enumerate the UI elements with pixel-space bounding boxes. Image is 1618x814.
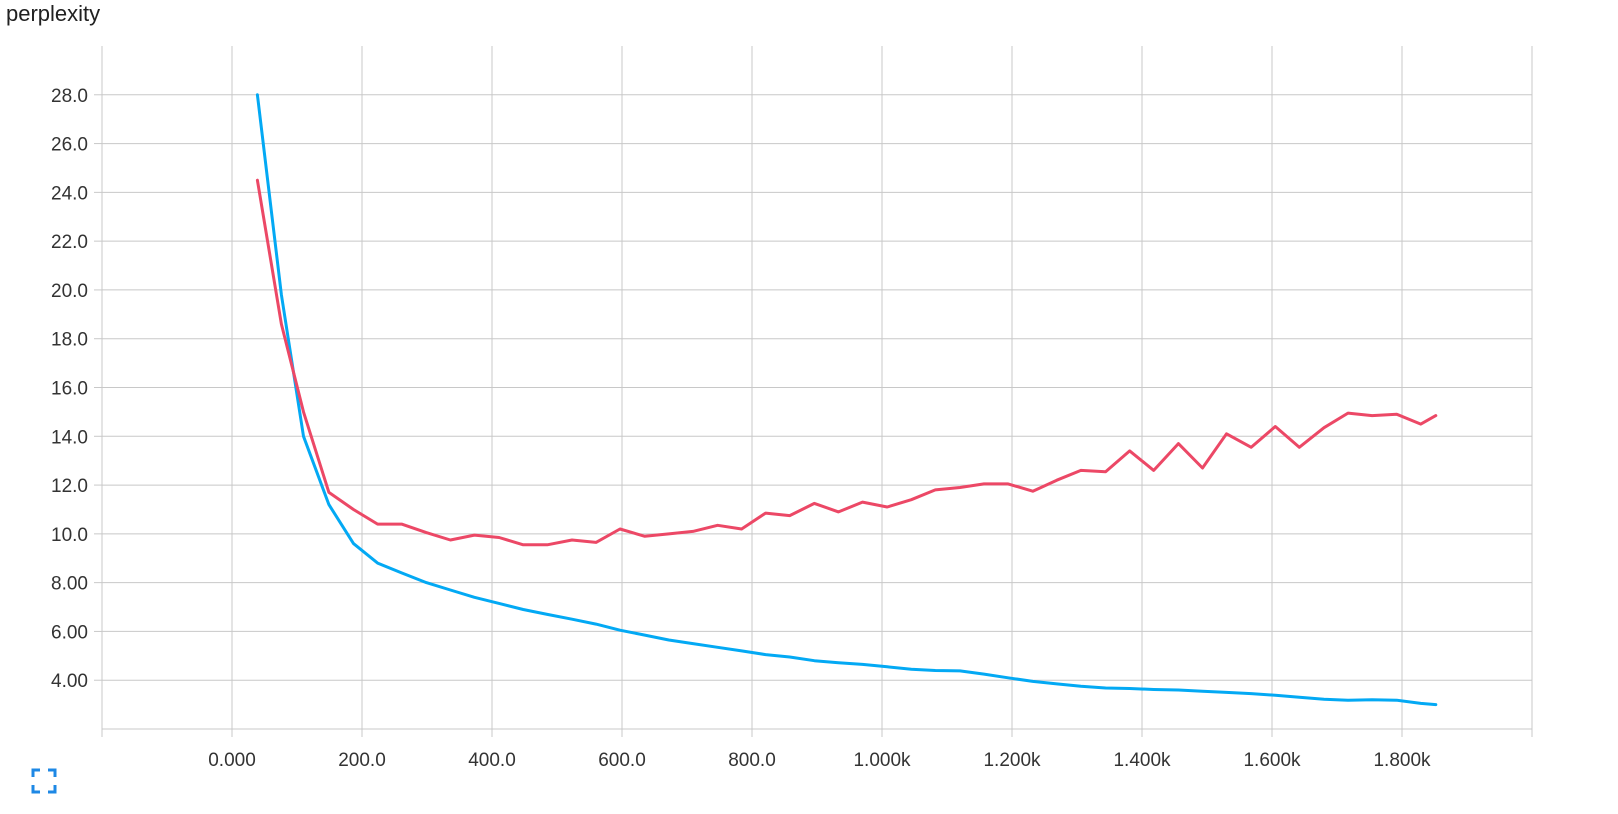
series-lines	[255, 93, 1438, 707]
fullscreen-expand-icon[interactable]	[31, 768, 57, 794]
y-tick-label: 18.0	[51, 330, 88, 351]
y-tick-label: 24.0	[51, 183, 88, 204]
x-tick-label: 200.0	[338, 750, 386, 771]
x-tick-label: 1.200k	[983, 750, 1041, 771]
y-tick-label: 28.0	[51, 86, 88, 107]
x-tick-label: 1.000k	[853, 750, 911, 771]
x-tick-label: 0.000	[208, 750, 256, 771]
y-tick-label: 10.0	[51, 525, 88, 546]
x-tick-label: 800.0	[728, 750, 776, 771]
series-line-1	[255, 93, 1438, 707]
grid-lines	[102, 46, 1532, 729]
x-tick-label: 600.0	[598, 750, 646, 771]
x-tick-label: 1.400k	[1113, 750, 1171, 771]
x-tick-label: 400.0	[468, 750, 516, 771]
tick-labels: 4.00 6.00 8.00 10.0 12.0 14.0 16.0 18.0 20.0 22.0…	[51, 86, 1431, 771]
y-tick-label: 22.0	[51, 232, 88, 253]
y-tick-label: 16.0	[51, 379, 88, 400]
x-tick-label: 1.600k	[1243, 750, 1301, 771]
y-tick-label: 4.00	[51, 671, 88, 692]
series-line-2	[255, 178, 1438, 547]
x-tick-label: 1.800k	[1373, 750, 1431, 771]
axes	[94, 46, 1533, 737]
chart-title: perplexity	[6, 1, 101, 26]
y-tick-label: 8.00	[51, 574, 88, 595]
y-tick-label: 20.0	[51, 281, 88, 302]
y-tick-label: 12.0	[51, 476, 88, 497]
y-tick-label: 26.0	[51, 135, 88, 156]
y-tick-label: 6.00	[51, 622, 88, 643]
y-tick-label: 14.0	[51, 427, 88, 448]
